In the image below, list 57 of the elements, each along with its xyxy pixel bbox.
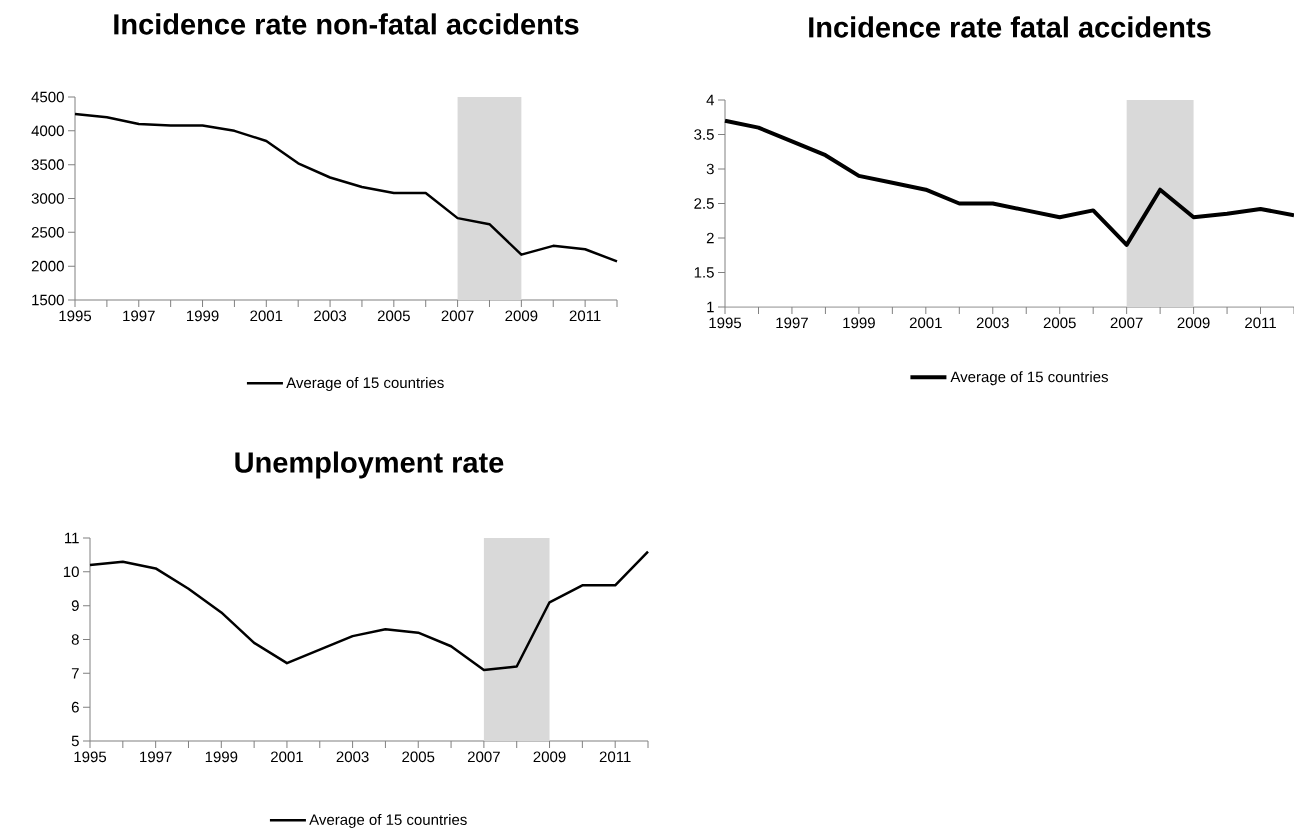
x-tick-label: 2003	[976, 317, 1009, 329]
x-tick-label: 2009	[533, 751, 566, 763]
x-tick-label: 2001	[250, 310, 283, 322]
x-tick-label: 2005	[377, 310, 410, 322]
x-tick-label: 1997	[776, 317, 808, 329]
x-tick-label: 1997	[140, 751, 172, 763]
y-tick-label: 3000	[31, 193, 64, 204]
line-series	[88, 550, 650, 672]
x-tick-label: 2011	[599, 751, 631, 763]
x-tick-label: 2007	[441, 310, 474, 322]
y-tick-label: 4	[706, 94, 715, 106]
x-tick-label: 1995	[59, 310, 92, 322]
y-tick-label: 2.5	[694, 198, 714, 209]
x-tick-label: 2009	[505, 310, 538, 322]
chart-title: Incidence rate fatal accidents	[809, 16, 1211, 38]
legend-label: Average of 15 countries	[950, 371, 1108, 386]
y-tick-label: 1.5	[694, 267, 714, 278]
y-tick-label: 6	[71, 701, 79, 713]
y-tick-label: 5	[71, 735, 79, 747]
x-tick-label: 1999	[205, 751, 238, 763]
x-tick-label: 2001	[271, 751, 303, 763]
x-tick-label: 2003	[336, 751, 369, 763]
x-tick-label: 2007	[467, 751, 500, 763]
y-tick-label: 2500	[31, 227, 64, 238]
x-tick-label: 1995	[709, 317, 742, 329]
y-tick-label: 4500	[31, 91, 64, 103]
x-tick-label: 2009	[1177, 317, 1210, 329]
y-tick-label: 7	[71, 668, 79, 679]
chart-title: Incidence rate non-fatal accidents	[114, 13, 579, 35]
x-tick-label: 2005	[1043, 317, 1076, 329]
x-tick-label: 1999	[187, 310, 219, 322]
chart-title: Unemployment rate	[235, 451, 504, 479]
y-tick-label: 3.5	[694, 129, 714, 140]
y-tick-label: 2000	[31, 260, 64, 272]
y-tick-label: 9	[71, 600, 79, 611]
y-tick-label: 8	[71, 634, 79, 645]
legend-label: Average of 15 countries	[309, 813, 467, 828]
y-tick-label: 3500	[31, 159, 64, 170]
x-tick-label: 1997	[123, 310, 155, 322]
y-tick-label: 3	[706, 163, 714, 175]
y-tick-label: 1500	[32, 294, 64, 306]
x-tick-label: 2005	[402, 751, 435, 763]
legend-label: Average of 15 countries	[286, 377, 444, 392]
x-tick-label: 2007	[1110, 317, 1143, 329]
y-tick-label: 2	[706, 232, 714, 244]
y-tick-label: 10	[63, 566, 79, 578]
line-series	[73, 112, 619, 263]
y-tick-label: 4000	[31, 125, 64, 137]
x-tick-label: 2001	[909, 317, 942, 329]
x-tick-label: 2011	[1245, 317, 1276, 329]
x-tick-label: 2011	[569, 310, 601, 322]
y-tick-label: 1	[707, 301, 714, 313]
line-series	[723, 118, 1294, 247]
x-tick-label: 1999	[843, 317, 875, 329]
x-tick-label: 1995	[74, 751, 107, 763]
x-tick-label: 2003	[314, 310, 347, 322]
y-tick-label: 11	[65, 532, 79, 544]
